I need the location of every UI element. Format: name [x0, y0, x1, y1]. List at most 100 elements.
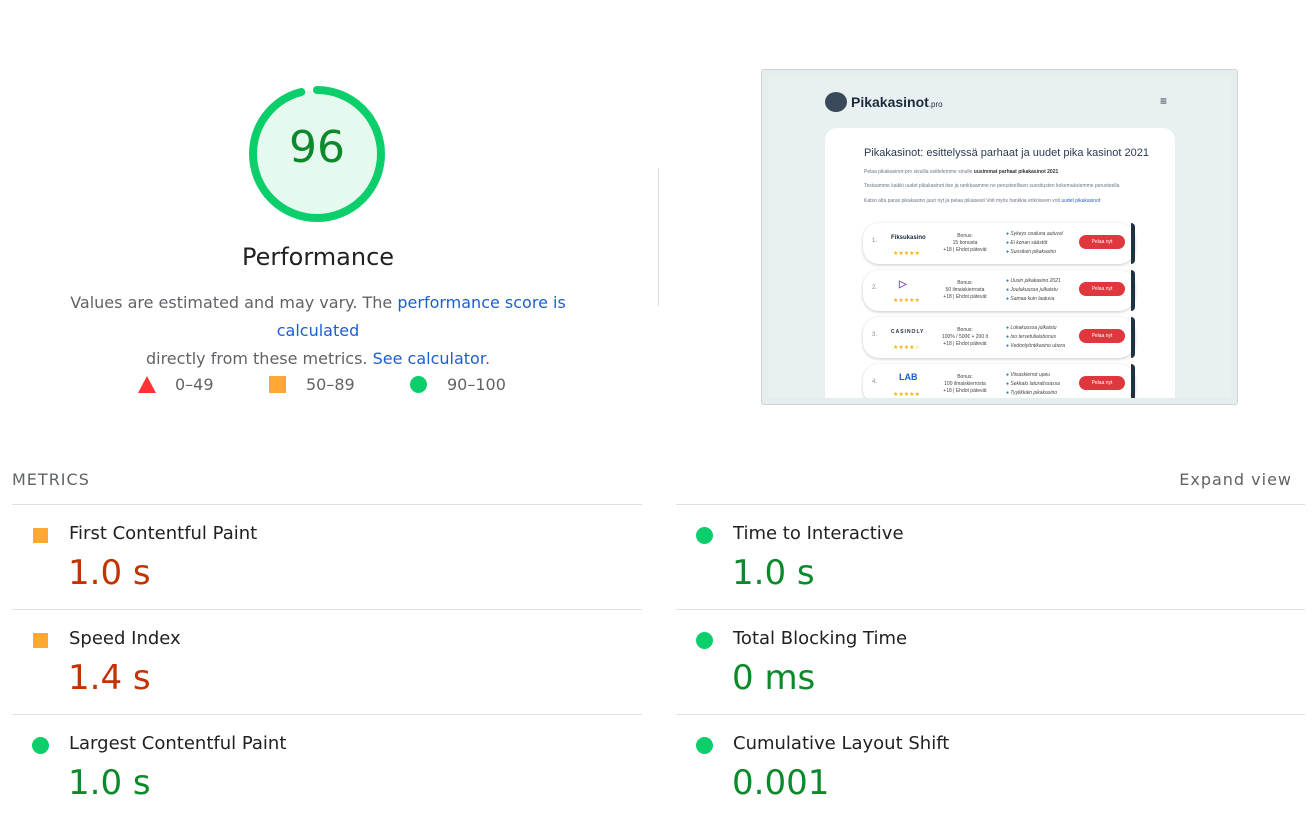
row-bonus-title: Bonus: [957, 327, 973, 333]
orange-square-icon [33, 633, 48, 648]
row-bonus: Bonus: 50 ilmaiskierrosta +18 | Ehdot päte… [925, 280, 1005, 301]
row-stars: ★★★★★ [893, 251, 920, 257]
description-text-2: directly from these metrics. [145, 349, 373, 368]
description-text: Values are estimated and may vary. The [70, 293, 398, 312]
orange-square-icon [33, 528, 48, 543]
row-feature: Ei konan säästöt [1010, 240, 1048, 246]
metric-cumulative-layout-shift: Cumulative Layout Shift 0.001 [676, 715, 1296, 815]
play-now-button: Pelaa nyt [1079, 329, 1125, 343]
row-number: 2. [872, 285, 878, 291]
score-calculated-link[interactable]: performance score is calculated [276, 293, 566, 340]
final-screenshot[interactable]: Pikakasinot.pro ≡ Pikakasinot: esittelys… [761, 69, 1238, 405]
legend-fail-label: 0–49 [175, 374, 214, 394]
casino-row: 3. CASINOLY ★★★★☆ Bonus: 100% / 500€ + 20… [863, 317, 1135, 358]
metric-speed-index: Speed Index 1.4 s [12, 610, 632, 710]
metric-divider [12, 609, 642, 610]
metric-title: Time to Interactive [733, 523, 904, 544]
row-bonus-value: 100 ilmaiskierrosta [944, 381, 986, 387]
legend-pass-label: 90–100 [447, 374, 506, 394]
metric-time-to-interactive: Time to Interactive 1.0 s [676, 505, 1296, 605]
metric-largest-contentful-paint: Largest Contentful Paint 1.0 s [12, 715, 632, 815]
metric-divider [12, 714, 642, 715]
row-feature: Lokakuussa julkaistu [1010, 325, 1057, 331]
row-features: ● Sykeys osaluna autuva! ● Ei konan sääst… [1006, 231, 1064, 255]
row-feature: Tyylikkäin pikakasino [1010, 390, 1058, 396]
metric-title: Cumulative Layout Shift [733, 733, 950, 754]
row-accent [1131, 364, 1135, 398]
row-bonus-value: 100% / 500€ + 200 lt [941, 334, 988, 340]
green-circle-icon [696, 737, 713, 754]
row-stars: ★★★★★ [893, 392, 920, 398]
legend-average-label: 50–89 [306, 374, 355, 394]
vertical-divider [658, 168, 659, 306]
row-accent [1131, 317, 1135, 358]
row-brand: Fiksukasino [891, 235, 926, 241]
site-paragraph-1: Pelaa pikakasinot-pro sivuilla esittelem… [864, 169, 1058, 175]
metric-total-blocking-time: Total Blocking Time 0 ms [676, 610, 1296, 710]
site-paragraph-2: Testaamme kaikki uudet pikakasinot itse … [864, 183, 1120, 189]
row-terms: +18 | Ehdot pätevät [943, 341, 987, 347]
expand-view-toggle[interactable]: Expand view [1179, 470, 1292, 489]
play-now-button: Pelaa nyt [1079, 282, 1125, 296]
row-features: ● Lokakuussa julkaistu ● Iso tervetuliais… [1006, 325, 1065, 349]
orange-square-icon [269, 375, 286, 393]
red-triangle-icon [138, 375, 156, 393]
site-logo: Pikakasinot.pro [851, 94, 943, 110]
casino-row: 1. Fiksukasino ★★★★★ Bonus: 15 bonusta +18… [863, 223, 1135, 264]
description-period: . [484, 349, 491, 368]
row-bonus-title: Bonus: [957, 374, 973, 380]
row-stars: ★★★★☆ [893, 345, 920, 351]
p1-bold: uusimmat parhaat pikakasinot 2021 [973, 169, 1059, 175]
metrics-heading: METRICS [12, 470, 90, 489]
play-now-button: Pelaa nyt [1079, 235, 1125, 249]
metric-value: 1.0 s [68, 553, 151, 593]
row-accent [1131, 223, 1135, 264]
row-terms: +18 | Ehdot pätevät [943, 388, 987, 394]
metric-value: 0.001 [732, 763, 830, 803]
content-card: Pikakasinot: esittelyssä parhaat ja uude… [825, 128, 1175, 398]
row-bonus: Bonus: 100% / 500€ + 200 lt +18 | Ehdot pä… [925, 327, 1005, 348]
legend-average: 50–89 [269, 372, 355, 396]
p3-link: uudet pikakasinot [1061, 198, 1101, 204]
legend-fail: 0–49 [138, 372, 214, 396]
row-feature: Iso tervetuliaisbonus [1010, 334, 1057, 340]
row-brand: LAB [899, 372, 918, 382]
metric-value: 1.4 s [68, 658, 151, 698]
metric-value: 1.0 s [732, 553, 815, 593]
row-feature: Joulukuussa julkaistu [1010, 287, 1058, 293]
metric-value: 0 ms [732, 658, 816, 698]
score-gauge [249, 86, 385, 222]
metric-value: 1.0 s [68, 763, 151, 803]
row-accent [1131, 270, 1135, 311]
row-bonus-value: 50 ilmaiskierrosta [945, 287, 985, 293]
row-bonus: Bonus: 15 bonusta +18 | Ehdot pätevät [925, 233, 1005, 254]
row-bonus-title: Bonus: [957, 233, 973, 239]
metric-divider [676, 714, 1305, 715]
row-terms: +18 | Ehdot pätevät [943, 294, 987, 300]
metric-title: First Contentful Paint [69, 523, 258, 544]
metric-title: Speed Index [69, 628, 181, 649]
row-bonus-title: Bonus: [957, 280, 973, 286]
site-heading: Pikakasinot: esittelyssä parhaat ja uude… [864, 147, 1149, 159]
row-brand: CASINOLY [891, 329, 925, 335]
row-features: ● Uusin pikakasino 2021 ● Joulukuussa jul… [1006, 278, 1061, 302]
see-calculator-link[interactable]: See calculator [372, 349, 485, 368]
row-bonus: Bonus: 100 ilmaiskierrosta +18 | Ehdot pät… [925, 374, 1005, 395]
play-now-button: Pelaa nyt [1079, 376, 1125, 390]
logo-icon [825, 92, 847, 112]
row-feature: Samaa kuin laatuva [1010, 296, 1055, 302]
green-circle-icon [696, 632, 713, 649]
site-brand: Pikakasinot [851, 94, 929, 110]
metric-title: Largest Contentful Paint [69, 733, 287, 754]
metric-divider [676, 609, 1305, 610]
row-bonus-value: 15 bonusta [952, 240, 978, 246]
p3-text: Katso alta paras pikakasino juuri nyt ja… [864, 198, 1060, 204]
row-feature: Uusin pikakasino 2021 [1010, 278, 1061, 284]
site-paragraph-3: Katso alta paras pikakasino juuri nyt ja… [864, 198, 1100, 204]
metric-first-contentful-paint: First Contentful Paint 1.0 s [12, 505, 632, 605]
performance-title: Performance [241, 243, 395, 271]
row-terms: +18 | Ehdot pätevät [943, 247, 987, 253]
p1-text: Pelaa pikakasinot-pro sivuilla esittelem… [864, 169, 973, 175]
row-feature: Suosituin pikakasino [1010, 249, 1057, 255]
row-feature: Sykeys osaluna autuva! [1010, 231, 1064, 237]
